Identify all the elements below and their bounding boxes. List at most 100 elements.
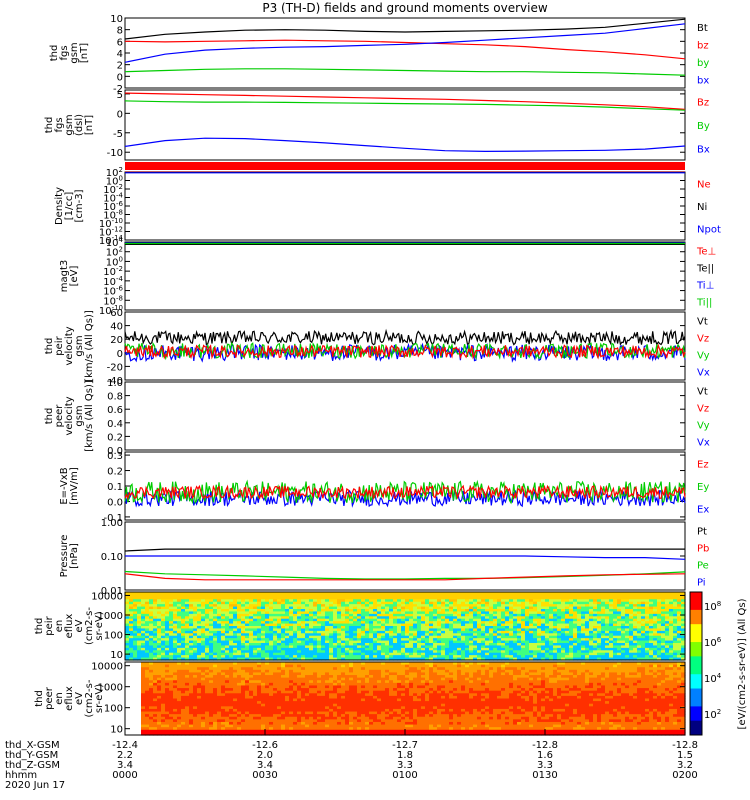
heatmap-cell	[209, 604, 214, 608]
heatmap-cell	[253, 655, 258, 659]
heatmap-cell	[169, 714, 174, 718]
heatmap-cell	[609, 640, 614, 644]
heatmap-cell	[209, 708, 214, 713]
heatmap-cell	[181, 682, 186, 687]
heatmap-cell	[633, 618, 638, 622]
heatmap-cell	[513, 592, 518, 596]
heatmap-cell	[673, 630, 678, 634]
heatmap-cell	[593, 609, 598, 613]
heatmap-cell	[333, 616, 338, 620]
heatmap-cell	[609, 621, 614, 625]
heatmap-cell	[465, 599, 470, 603]
heatmap-cell	[261, 645, 266, 649]
heatmap-cell	[161, 669, 166, 674]
heatmap-cell	[385, 613, 390, 617]
heatmap-cell	[377, 645, 382, 649]
heatmap-cell	[325, 655, 330, 659]
heatmap-cell	[413, 652, 418, 656]
heatmap-cell	[245, 652, 250, 656]
heatmap-cell	[161, 727, 166, 731]
heatmap-cell	[465, 638, 470, 642]
heatmap-cell	[209, 657, 214, 661]
heatmap-cell	[585, 611, 590, 615]
heatmap-cell	[621, 599, 626, 603]
heatmap-cell	[129, 727, 134, 731]
heatmap-cell	[281, 596, 286, 600]
heatmap-cell	[661, 647, 666, 651]
heatmap-cell	[657, 657, 662, 661]
heatmap-cell	[405, 616, 410, 620]
heatmap-cell	[257, 623, 262, 627]
heatmap-cell	[573, 606, 578, 610]
heatmap-cell	[361, 647, 366, 651]
heatmap-cell	[237, 680, 242, 684]
heatmap-cell	[209, 667, 214, 671]
heatmap-cell	[289, 611, 294, 615]
heatmap-cell	[433, 604, 438, 608]
heatmap-cell	[329, 601, 334, 605]
heatmap-cell	[505, 601, 510, 605]
heatmap-cell	[129, 611, 134, 615]
heatmap-cell	[673, 596, 678, 600]
heatmap-cell	[437, 594, 442, 598]
heatmap-cell	[513, 618, 518, 622]
heatmap-cell	[193, 611, 198, 615]
heatmap-cell	[161, 672, 166, 676]
heatmap-cell	[229, 604, 234, 608]
heatmap-cell	[369, 652, 374, 656]
heatmap-cell	[557, 594, 562, 598]
heatmap-cell	[345, 596, 350, 600]
heatmap-cell	[197, 613, 202, 617]
heatmap-cell	[209, 650, 214, 654]
heatmap-cell	[193, 703, 198, 707]
heatmap-cell	[177, 669, 182, 674]
heatmap-cell	[637, 611, 642, 615]
heatmap-cell	[401, 613, 406, 617]
y-axis-label: thd fgs gsm (dsl) [nT]	[44, 114, 95, 136]
heatmap-cell	[361, 621, 366, 625]
heatmap-cell	[181, 592, 186, 596]
heatmap-cell	[177, 611, 182, 615]
heatmap-cell	[545, 611, 550, 615]
heatmap-cell	[449, 613, 454, 617]
heatmap-cell	[341, 645, 346, 649]
heatmap-cell	[225, 703, 230, 707]
heatmap-cell	[649, 645, 654, 649]
heatmap-cell	[269, 657, 274, 661]
heatmap-cell	[581, 599, 586, 603]
heatmap-cell	[193, 721, 198, 726]
heatmap-cell	[265, 611, 270, 615]
heatmap-cell	[493, 623, 498, 627]
heatmap-cell	[677, 604, 682, 608]
heatmap-cell	[153, 701, 158, 705]
heatmap-cell	[641, 618, 646, 622]
heatmap-cell	[621, 618, 626, 622]
heatmap-cell	[401, 647, 406, 651]
heatmap-cell	[349, 621, 354, 625]
heatmap-cell	[509, 609, 514, 613]
heatmap-cell	[141, 732, 146, 736]
heatmap-cell	[529, 650, 534, 654]
heatmap-cell	[177, 601, 182, 605]
heatmap-cell	[585, 596, 590, 600]
heatmap-cell	[573, 652, 578, 656]
heatmap-cell	[301, 655, 306, 659]
y-tick-label: 10000	[91, 591, 123, 602]
heatmap-cell	[209, 596, 214, 600]
heatmap-cell	[293, 609, 298, 613]
heatmap-cell	[669, 645, 674, 649]
heatmap-cell	[317, 611, 322, 615]
heatmap-cell	[537, 657, 542, 661]
heatmap-cell	[309, 623, 314, 627]
heatmap-cell	[505, 647, 510, 651]
heatmap-cell	[365, 601, 370, 605]
heatmap-cell	[553, 623, 558, 627]
heatmap-cell	[361, 594, 366, 598]
heatmap-cell	[545, 626, 550, 630]
heatmap-cell	[233, 643, 238, 647]
heatmap-cell	[161, 655, 166, 659]
heatmap-cell	[557, 596, 562, 600]
heatmap-cell	[161, 604, 166, 608]
heatmap-cell	[165, 706, 170, 710]
heatmap-cell	[225, 618, 230, 622]
